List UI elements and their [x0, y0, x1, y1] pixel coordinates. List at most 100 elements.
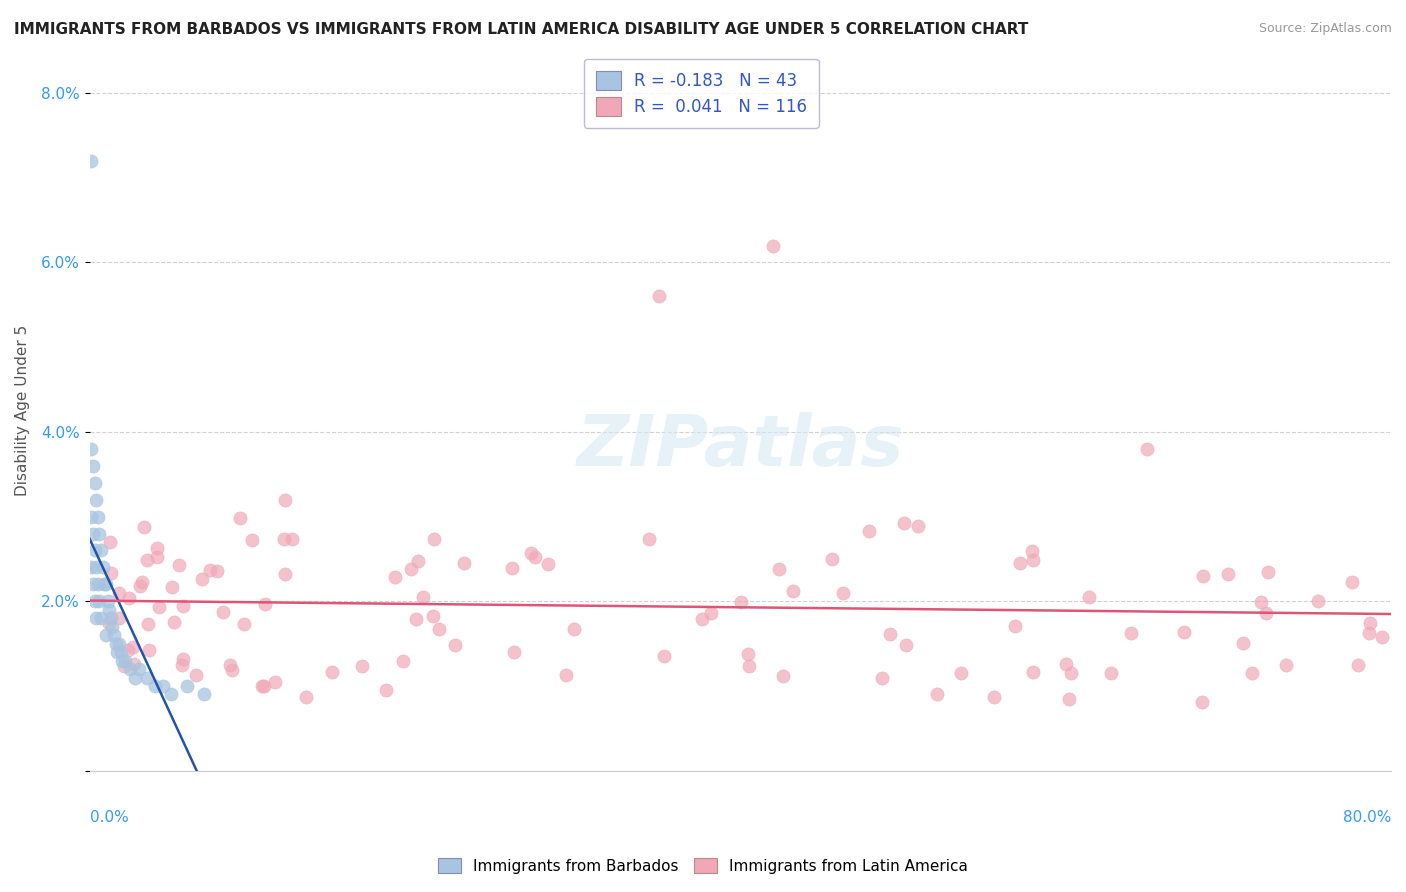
Point [762, 238, 785, 252]
Point [128, 662, 150, 676]
Point [502, 645, 524, 659]
Point [537, 557, 560, 571]
Point [700, 606, 723, 620]
Point [191, 572, 214, 586]
Point [1119, 625, 1142, 640]
Point [90, 611, 112, 625]
Point [170, 658, 193, 673]
Point [146, 541, 169, 556]
Point [768, 562, 790, 576]
Point [152, 679, 174, 693]
Point [281, 532, 304, 546]
Point [80, 560, 103, 574]
Point [97, 594, 120, 608]
Point [172, 599, 194, 613]
Point [427, 622, 450, 636]
Point [198, 563, 221, 577]
Point [782, 583, 804, 598]
Point [1136, 442, 1159, 456]
Point [218, 658, 240, 673]
Point [1010, 557, 1032, 571]
Point [122, 657, 145, 672]
Point [111, 654, 134, 668]
Point [264, 675, 287, 690]
Point [108, 585, 131, 599]
Point [118, 591, 141, 606]
Point [1173, 624, 1195, 639]
Point [821, 552, 844, 566]
Point [896, 638, 918, 652]
Point [692, 612, 714, 626]
Point [136, 617, 159, 632]
Point [104, 637, 127, 651]
Point [730, 595, 752, 609]
Point [444, 638, 467, 652]
Point [1021, 543, 1043, 558]
Point [524, 549, 547, 564]
Point [1004, 619, 1026, 633]
Point [93, 577, 115, 591]
Point [648, 289, 671, 303]
Point [84, 492, 107, 507]
Point [108, 611, 131, 625]
Point [184, 668, 207, 682]
Point [253, 679, 276, 693]
Point [103, 628, 125, 642]
Point [501, 561, 523, 575]
Point [453, 556, 475, 570]
Point [1306, 594, 1329, 608]
Point [83, 475, 105, 490]
Point [273, 532, 295, 546]
Point [652, 648, 675, 663]
Point [1191, 568, 1213, 582]
Point [295, 690, 318, 704]
Point [97, 616, 120, 631]
Point [1341, 574, 1364, 589]
Point [1275, 657, 1298, 672]
Point [1191, 695, 1213, 709]
Point [83, 543, 105, 558]
Text: 0.0%: 0.0% [90, 810, 128, 825]
Point [100, 566, 122, 581]
Legend: R = -0.183   N = 43, R =  0.041   N = 116: R = -0.183 N = 43, R = 0.041 N = 116 [583, 59, 818, 128]
Point [110, 645, 132, 659]
Point [84, 611, 107, 625]
Point [143, 679, 166, 693]
Point [772, 669, 794, 683]
Point [89, 526, 111, 541]
Point [114, 654, 136, 668]
Point [105, 645, 128, 659]
Point [858, 524, 880, 538]
Point [1358, 625, 1381, 640]
Point [253, 597, 276, 611]
Point [89, 594, 111, 608]
Point [98, 535, 121, 549]
Point [212, 606, 235, 620]
Point [240, 533, 263, 548]
Point [350, 659, 373, 673]
Point [412, 591, 434, 605]
Point [1257, 565, 1279, 579]
Point [1216, 566, 1239, 581]
Point [108, 637, 131, 651]
Point [91, 560, 114, 574]
Text: Source: ZipAtlas.com: Source: ZipAtlas.com [1258, 22, 1392, 36]
Point [405, 612, 427, 626]
Point [233, 617, 256, 632]
Point [120, 662, 142, 676]
Point [406, 554, 429, 568]
Point [124, 671, 146, 685]
Point [101, 620, 124, 634]
Point [87, 509, 110, 524]
Point [321, 665, 343, 679]
Point [893, 516, 915, 530]
Point [82, 526, 104, 541]
Y-axis label: Disability Age Under 5: Disability Age Under 5 [15, 325, 30, 496]
Point [193, 688, 215, 702]
Point [564, 622, 586, 636]
Point [136, 552, 159, 566]
Point [117, 642, 139, 657]
Point [637, 532, 659, 546]
Point [1241, 665, 1264, 680]
Point [274, 492, 297, 507]
